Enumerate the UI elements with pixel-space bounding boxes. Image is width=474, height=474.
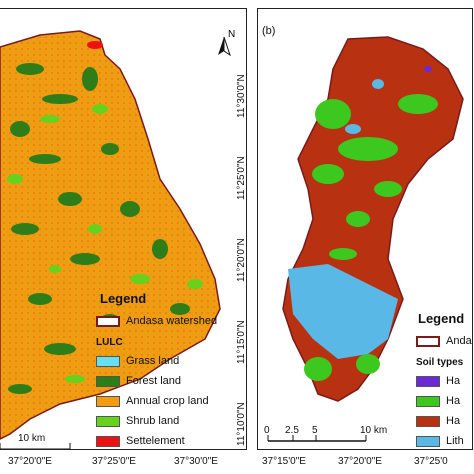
soil-legend-row: Ha (416, 375, 460, 387)
soil-scale-tick-3: 10 km (360, 425, 388, 436)
boundary-swatch (96, 315, 120, 327)
scale-label: 10 km (18, 433, 46, 444)
soil-boundary-swatch (416, 335, 440, 347)
x-tick-a-1: 37°20'0"E (8, 456, 52, 467)
soil-legend-title: Legend (418, 311, 465, 326)
lulc-legend-label: Annual crop land (126, 395, 209, 407)
soil-blue-zones (288, 79, 398, 359)
lulc-legend-label: Shrub land (126, 415, 180, 427)
shrub-patches (7, 104, 203, 383)
legend-title: Legend (100, 291, 147, 306)
soil-legend-label: Ha (446, 375, 461, 387)
soil-legend-swatch (416, 375, 440, 387)
lulc-legend-label: Settelement (126, 435, 185, 447)
north-arrow-icon (218, 36, 231, 57)
x-tick-b-3: 37°25'0 (414, 456, 448, 467)
lulc-legend-row: Grass land (96, 355, 179, 367)
soil-legend-row: Lith (416, 435, 464, 447)
y-tick-b-3: 11°20'0"N (236, 238, 247, 282)
soil-legend-boundary-label: Anda (446, 335, 472, 347)
settlement-patch (87, 41, 103, 49)
soil-legend-swatch (416, 435, 440, 447)
soil-legend-boundary: Anda (416, 335, 472, 347)
lulc-legend-row: Shrub land (96, 415, 179, 427)
legend-boundary-label: Andasa watershed (126, 315, 218, 327)
x-tick-a-2: 37°25'0"E (92, 456, 136, 467)
scale-bar (0, 443, 71, 449)
y-tick-b-2: 11°25'0"N (236, 156, 247, 200)
soil-scale-tick-2: 5 (312, 425, 318, 436)
soil-map (267, 36, 464, 442)
y-tick-b-4: 11°15'0"N (236, 320, 247, 364)
soil-legend-label: Ha (446, 415, 461, 427)
forest-patches (8, 63, 190, 394)
soil-map-panel: (b) Legend Anda Soil types Ha Ha Ha Lith 0 … (257, 8, 473, 450)
soil-legend-swatch (416, 395, 440, 407)
soil-legend-row: Ha (416, 395, 460, 407)
x-tick-a-3: 37°30'0"E (174, 456, 218, 467)
lulc-legend-swatch (96, 375, 120, 387)
soil-purple-zone (424, 66, 432, 72)
lulc-map-panel: N Legend Andasa watershed LULC Grass lan… (0, 8, 247, 450)
soil-scale-tick-0: 0 (264, 425, 270, 436)
soil-legend-group-label: Soil types (416, 357, 464, 368)
lulc-legend-row: Settelement (96, 435, 185, 447)
lulc-legend-swatch (96, 435, 120, 447)
panel-label: (b) (262, 25, 276, 37)
lulc-legend-row: Forest land (96, 375, 181, 387)
lulc-legend-swatch (96, 415, 120, 427)
soil-legend-swatch (416, 415, 440, 427)
y-tick-b-1: 11°30'0"N (236, 74, 247, 118)
lulc-legend-swatch (96, 355, 120, 367)
lulc-legend-row: Annual crop land (96, 395, 209, 407)
watershed-area (0, 30, 221, 440)
soil-legend-label: Lith (446, 435, 464, 447)
lulc-legend-label: Grass land (126, 355, 180, 367)
lulc-legend-label: Forest land (126, 375, 182, 387)
soil-scale-tick-1: 2.5 (285, 425, 299, 436)
soil-green-zones (304, 94, 438, 381)
legend-group-label: LULC (96, 337, 123, 348)
legend-boundary: Andasa watershed (96, 315, 217, 327)
lulc-legend-swatch (96, 395, 120, 407)
soil-legend-row: Ha (416, 415, 460, 427)
x-tick-b-2: 37°20'0"E (338, 456, 382, 467)
soil-scale-bar (267, 435, 367, 442)
north-label: N (228, 29, 235, 40)
y-tick-b-5: 11°10'0"N (236, 402, 247, 446)
soil-legend-label: Ha (446, 395, 461, 407)
lulc-map: N (0, 29, 235, 449)
x-tick-b-1: 37°15'0"E (262, 456, 306, 467)
